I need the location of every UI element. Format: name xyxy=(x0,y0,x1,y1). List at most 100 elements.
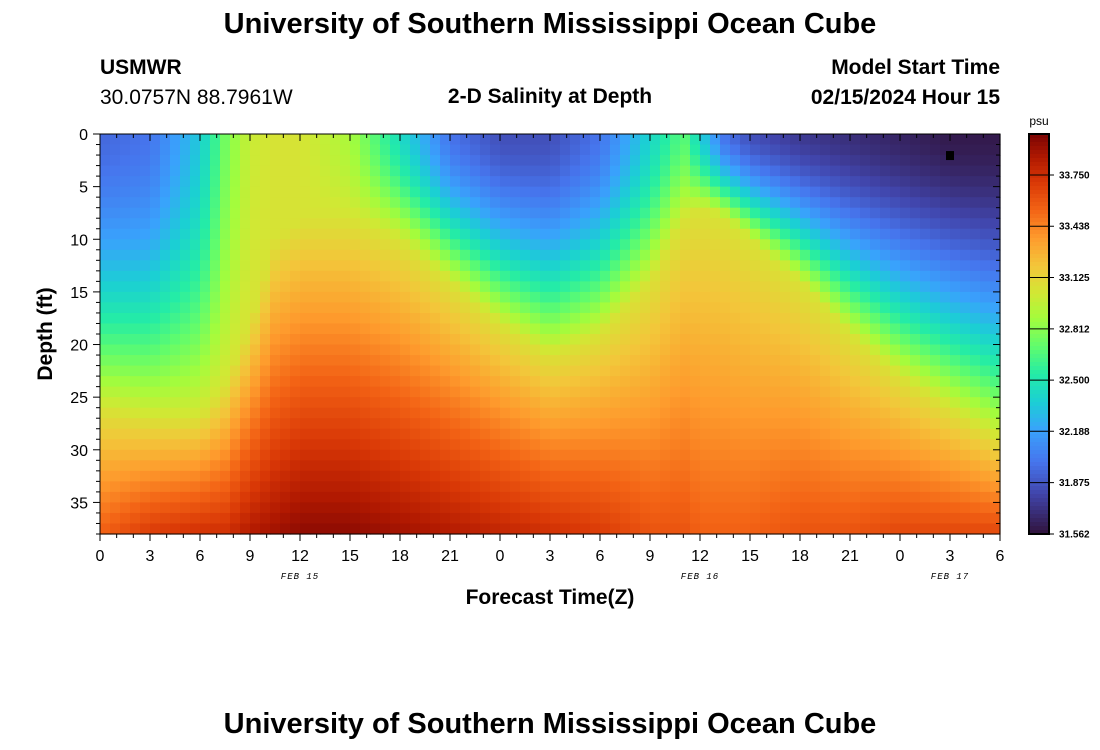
heatmap-cell xyxy=(670,207,681,219)
colorbar-swatch xyxy=(1029,362,1049,367)
heatmap-cell xyxy=(680,376,691,388)
heatmap-cell xyxy=(540,302,551,314)
heatmap-cell xyxy=(830,176,841,188)
heatmap-cell xyxy=(850,186,861,198)
heatmap-cell xyxy=(170,302,181,314)
heatmap-cell xyxy=(340,323,351,335)
heatmap-cell xyxy=(110,344,121,356)
heatmap-cell xyxy=(490,186,501,198)
heatmap-cell xyxy=(240,239,251,251)
heatmap-cell xyxy=(680,291,691,304)
heatmap-cell xyxy=(100,481,111,493)
heatmap-cell xyxy=(830,155,841,167)
heatmap-cell xyxy=(670,512,681,525)
heatmap-cell xyxy=(230,428,241,440)
heatmap-cell xyxy=(210,260,221,272)
heatmap-cell xyxy=(800,302,811,314)
heatmap-cell xyxy=(280,144,291,156)
heatmap-cell xyxy=(390,481,401,493)
heatmap-cell xyxy=(830,460,841,472)
heatmap-cell xyxy=(370,481,381,493)
heatmap-cell xyxy=(930,207,941,219)
heatmap-cell xyxy=(480,260,491,272)
heatmap-cell xyxy=(170,449,181,461)
heatmap-cell xyxy=(220,176,231,188)
heatmap-cell xyxy=(310,449,321,461)
heatmap-cell xyxy=(540,218,551,230)
heatmap-cell xyxy=(770,207,781,219)
heatmap-cell xyxy=(980,365,991,377)
heatmap-cell xyxy=(450,334,461,346)
date-label: FEB 17 xyxy=(931,572,969,582)
colorbar-tick-label: 33.750 xyxy=(1059,171,1090,182)
heatmap-cell xyxy=(770,512,781,525)
heatmap-cell xyxy=(880,144,891,156)
heatmap-cell xyxy=(890,449,901,461)
heatmap-cell xyxy=(770,355,781,367)
date-label: FEB 16 xyxy=(681,572,719,582)
heatmap-cell xyxy=(330,386,341,398)
heatmap-cell xyxy=(960,239,971,251)
heatmap-cell xyxy=(780,460,791,472)
heatmap-cell xyxy=(150,449,161,461)
heatmap-cell xyxy=(340,397,351,409)
heatmap-cell xyxy=(590,512,601,525)
heatmap-cell xyxy=(490,312,501,325)
heatmap-cell xyxy=(720,134,731,146)
heatmap-cell xyxy=(850,260,861,272)
heatmap-cell xyxy=(410,155,421,167)
heatmap-cell xyxy=(150,502,161,514)
heatmap-cell xyxy=(620,218,631,230)
heatmap-cell xyxy=(360,312,371,325)
heatmap-cell xyxy=(320,218,331,230)
heatmap-cell xyxy=(610,239,621,251)
heatmap-cell xyxy=(560,334,571,346)
heatmap-cell xyxy=(460,491,471,504)
heatmap-cell xyxy=(420,228,431,240)
heatmap-cell xyxy=(650,439,661,451)
heatmap-cell xyxy=(280,270,291,282)
heatmap-cell xyxy=(900,270,911,282)
heatmap-cell xyxy=(320,281,331,293)
heatmap-cell xyxy=(970,386,981,398)
heatmap-cell xyxy=(610,197,621,209)
heatmap-cell xyxy=(180,228,191,240)
heatmap-cell xyxy=(100,470,111,482)
heatmap-cell xyxy=(470,460,481,472)
heatmap-cell xyxy=(120,523,131,535)
heatmap-cell xyxy=(800,439,811,451)
heatmap-cell xyxy=(250,239,261,251)
heatmap-cell xyxy=(960,155,971,167)
heatmap-cell xyxy=(260,460,271,472)
heatmap-cell xyxy=(870,397,881,409)
colorbar-swatch xyxy=(1029,166,1049,171)
heatmap-cell xyxy=(240,460,251,472)
heatmap-cell xyxy=(420,365,431,377)
heatmap-cell xyxy=(510,197,521,209)
heatmap-cell xyxy=(280,407,291,419)
heatmap-cell xyxy=(140,165,151,177)
heatmap-cell xyxy=(870,470,881,482)
heatmap-cell xyxy=(530,144,541,156)
heatmap-cell xyxy=(530,239,541,251)
heatmap-cell xyxy=(280,418,291,430)
heatmap-cell xyxy=(220,218,231,230)
heatmap-cell xyxy=(640,355,651,367)
heatmap-cell xyxy=(920,302,931,314)
heatmap-cell xyxy=(610,186,621,198)
heatmap-cell xyxy=(190,365,201,377)
heatmap-cell xyxy=(620,239,631,251)
heatmap-cell xyxy=(320,165,331,177)
heatmap-cell xyxy=(630,334,641,346)
heatmap-cell xyxy=(320,512,331,525)
heatmap-cell xyxy=(500,186,511,198)
heatmap-cell xyxy=(600,355,611,367)
heatmap-cell xyxy=(570,155,581,167)
heatmap-cell xyxy=(270,144,281,156)
heatmap-cell xyxy=(360,228,371,240)
heatmap-cell xyxy=(310,376,321,388)
heatmap-cell xyxy=(420,207,431,219)
heatmap-cell xyxy=(640,376,651,388)
heatmap-cell xyxy=(730,186,741,198)
heatmap-cell xyxy=(400,491,411,504)
